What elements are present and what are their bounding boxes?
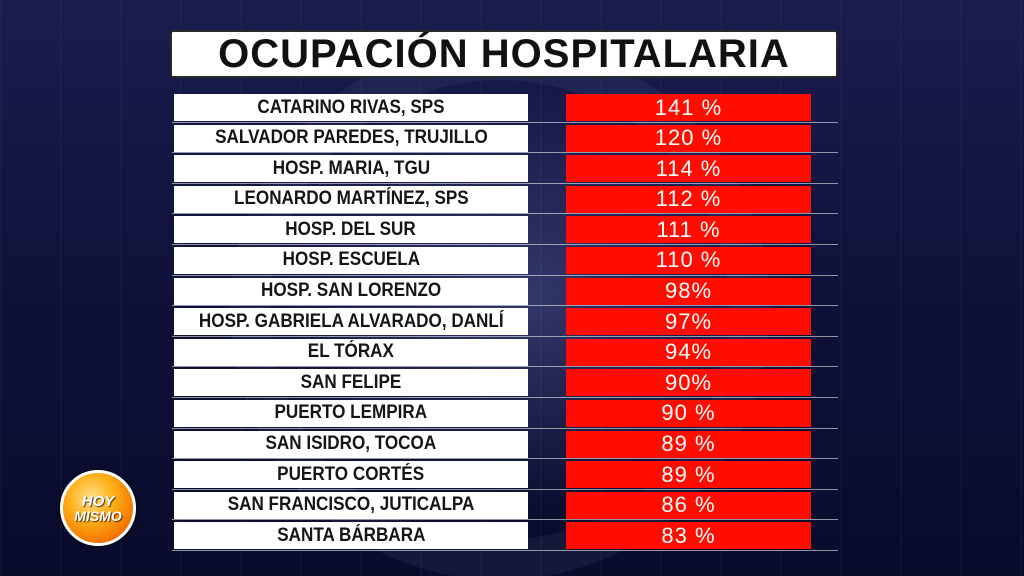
row-divider: [172, 396, 838, 398]
hospital-name: PUERTO LEMPIRA: [274, 402, 428, 424]
table-row: SAN ISIDRO, TOCOA 89 %: [172, 429, 838, 460]
occupancy-value: 111 %: [656, 216, 721, 242]
occupancy-value-cell: 112 %: [566, 185, 811, 213]
row-divider: [172, 213, 838, 215]
row-divider: [172, 305, 838, 307]
table-row: SAN FELIPE 90%: [172, 367, 838, 398]
table-row: CATARINO RIVAS, SPS 141 %: [172, 92, 838, 123]
row-divider: [172, 335, 838, 337]
occupancy-value: 112 %: [655, 186, 722, 212]
occupancy-value-cell: 110 %: [566, 246, 811, 274]
table-row: EL TÓRAX 94%: [172, 337, 838, 368]
occupancy-value-cell: 111 %: [566, 216, 811, 244]
hospital-name: HOSP. ESCUELA: [282, 249, 420, 271]
page-title: OCUPACIÓN HOSPITALARIA: [218, 32, 790, 76]
hospital-name: SAN ISIDRO, TOCOA: [265, 433, 437, 455]
row-divider: [172, 549, 838, 551]
table-row: HOSP. DEL SUR 111 %: [172, 214, 838, 245]
logo-line-2: MISMO: [74, 507, 122, 524]
table-row: HOSP. ESCUELA 110 %: [172, 245, 838, 276]
table-row: SALVADOR PAREDES, TRUJILLO 120 %: [172, 123, 838, 154]
hospital-name: HOSP. MARIA, TGU: [272, 157, 430, 179]
hospital-name: EL TÓRAX: [307, 341, 395, 363]
hospital-name: PUERTO CORTÉS: [277, 463, 425, 485]
row-divider: [172, 243, 838, 245]
occupancy-value: 90%: [664, 369, 713, 395]
occupancy-table: CATARINO RIVAS, SPS 141 % SALVADOR PAREDES…: [172, 92, 838, 551]
hospital-name: HOSP. DEL SUR: [285, 218, 417, 240]
hospital-name-cell: PUERTO LEMPIRA: [174, 399, 528, 427]
hospital-name-cell: HOSP. DEL SUR: [174, 216, 528, 244]
table-row: LEONARDO MARTÍNEZ, SPS 112 %: [172, 184, 838, 215]
hospital-name: SANTA BÁRBARA: [276, 524, 426, 546]
occupancy-value-cell: 90 %: [566, 399, 811, 427]
occupancy-value: 86 %: [661, 492, 716, 518]
hospital-name-cell: CATARINO RIVAS, SPS: [174, 94, 528, 121]
hospital-name: CATARINO RIVAS, SPS: [257, 96, 445, 118]
row-divider: [172, 274, 838, 276]
occupancy-value: 110 %: [655, 247, 722, 273]
occupancy-value: 90 %: [661, 400, 716, 426]
hospital-name: SAN FELIPE: [300, 371, 402, 393]
occupancy-value-cell: 141 %: [566, 94, 811, 121]
hospital-name-cell: PUERTO CORTÉS: [174, 461, 528, 489]
occupancy-value-cell: 120 %: [566, 124, 811, 152]
row-divider: [172, 182, 838, 184]
row-divider: [172, 427, 838, 429]
occupancy-value: 89 %: [661, 431, 716, 457]
occupancy-value: 89 %: [661, 461, 716, 487]
occupancy-value: 98%: [664, 278, 713, 304]
hospital-name-cell: HOSP. GABRIELA ALVARADO, DANLÍ: [174, 308, 528, 336]
row-divider: [172, 519, 838, 521]
occupancy-value: 94%: [664, 339, 713, 365]
table-row: PUERTO CORTÉS 89 %: [172, 459, 838, 490]
hospital-name-cell: SAN FELIPE: [174, 369, 528, 397]
row-divider: [172, 488, 838, 490]
table-row: HOSP. SAN LORENZO 98%: [172, 276, 838, 307]
table-row: HOSP. MARIA, TGU 114 %: [172, 153, 838, 184]
occupancy-value-cell: 97%: [566, 308, 811, 336]
hospital-name: HOSP. GABRIELA ALVARADO, DANLÍ: [198, 310, 504, 332]
row-divider: [172, 366, 838, 368]
occupancy-value-cell: 94%: [566, 338, 811, 366]
hospital-name-cell: SAN ISIDRO, TOCOA: [174, 430, 528, 458]
hospital-name-cell: HOSP. MARIA, TGU: [174, 155, 528, 183]
occupancy-value-cell: 83 %: [566, 522, 811, 550]
hospital-name-cell: EL TÓRAX: [174, 338, 528, 366]
hospital-name-cell: LEONARDO MARTÍNEZ, SPS: [174, 185, 528, 213]
occupancy-value-cell: 98%: [566, 277, 811, 305]
occupancy-value: 114 %: [655, 155, 722, 181]
occupancy-value: 120 %: [654, 125, 723, 151]
hospital-name: HOSP. SAN LORENZO: [260, 280, 442, 302]
hospital-name-cell: SANTA BÁRBARA: [174, 522, 528, 550]
hospital-name-cell: SALVADOR PAREDES, TRUJILLO: [174, 124, 528, 152]
logo-line-1: HOY: [81, 492, 115, 510]
row-divider: [172, 121, 838, 123]
occupancy-value-cell: 89 %: [566, 461, 811, 489]
occupancy-value: 83 %: [661, 522, 716, 548]
hoy-mismo-logo: HOY MISMO: [60, 470, 136, 546]
occupancy-value: 97%: [664, 308, 713, 334]
row-divider: [172, 152, 838, 154]
hospital-name-cell: SAN FRANCISCO, JUTICALPA: [174, 491, 528, 519]
table-row: SANTA BÁRBARA 83 %: [172, 520, 838, 551]
occupancy-value-cell: 89 %: [566, 430, 811, 458]
table-row: PUERTO LEMPIRA 90 %: [172, 398, 838, 429]
occupancy-value: 141 %: [654, 94, 723, 120]
occupancy-value-cell: 90%: [566, 369, 811, 397]
hospital-name-cell: HOSP. SAN LORENZO: [174, 277, 528, 305]
hospital-name-cell: HOSP. ESCUELA: [174, 246, 528, 274]
table-row: SAN FRANCISCO, JUTICALPA 86 %: [172, 490, 838, 521]
occupancy-value-cell: 86 %: [566, 491, 811, 519]
hospital-name: SAN FRANCISCO, JUTICALPA: [227, 494, 475, 516]
occupancy-value-cell: 114 %: [566, 155, 811, 183]
table-row: HOSP. GABRIELA ALVARADO, DANLÍ 97%: [172, 306, 838, 337]
hospital-name: SALVADOR PAREDES, TRUJILLO: [214, 127, 488, 149]
title-banner: OCUPACIÓN HOSPITALARIA: [170, 30, 838, 78]
row-divider: [172, 458, 838, 460]
hospital-name: LEONARDO MARTÍNEZ, SPS: [233, 188, 469, 210]
